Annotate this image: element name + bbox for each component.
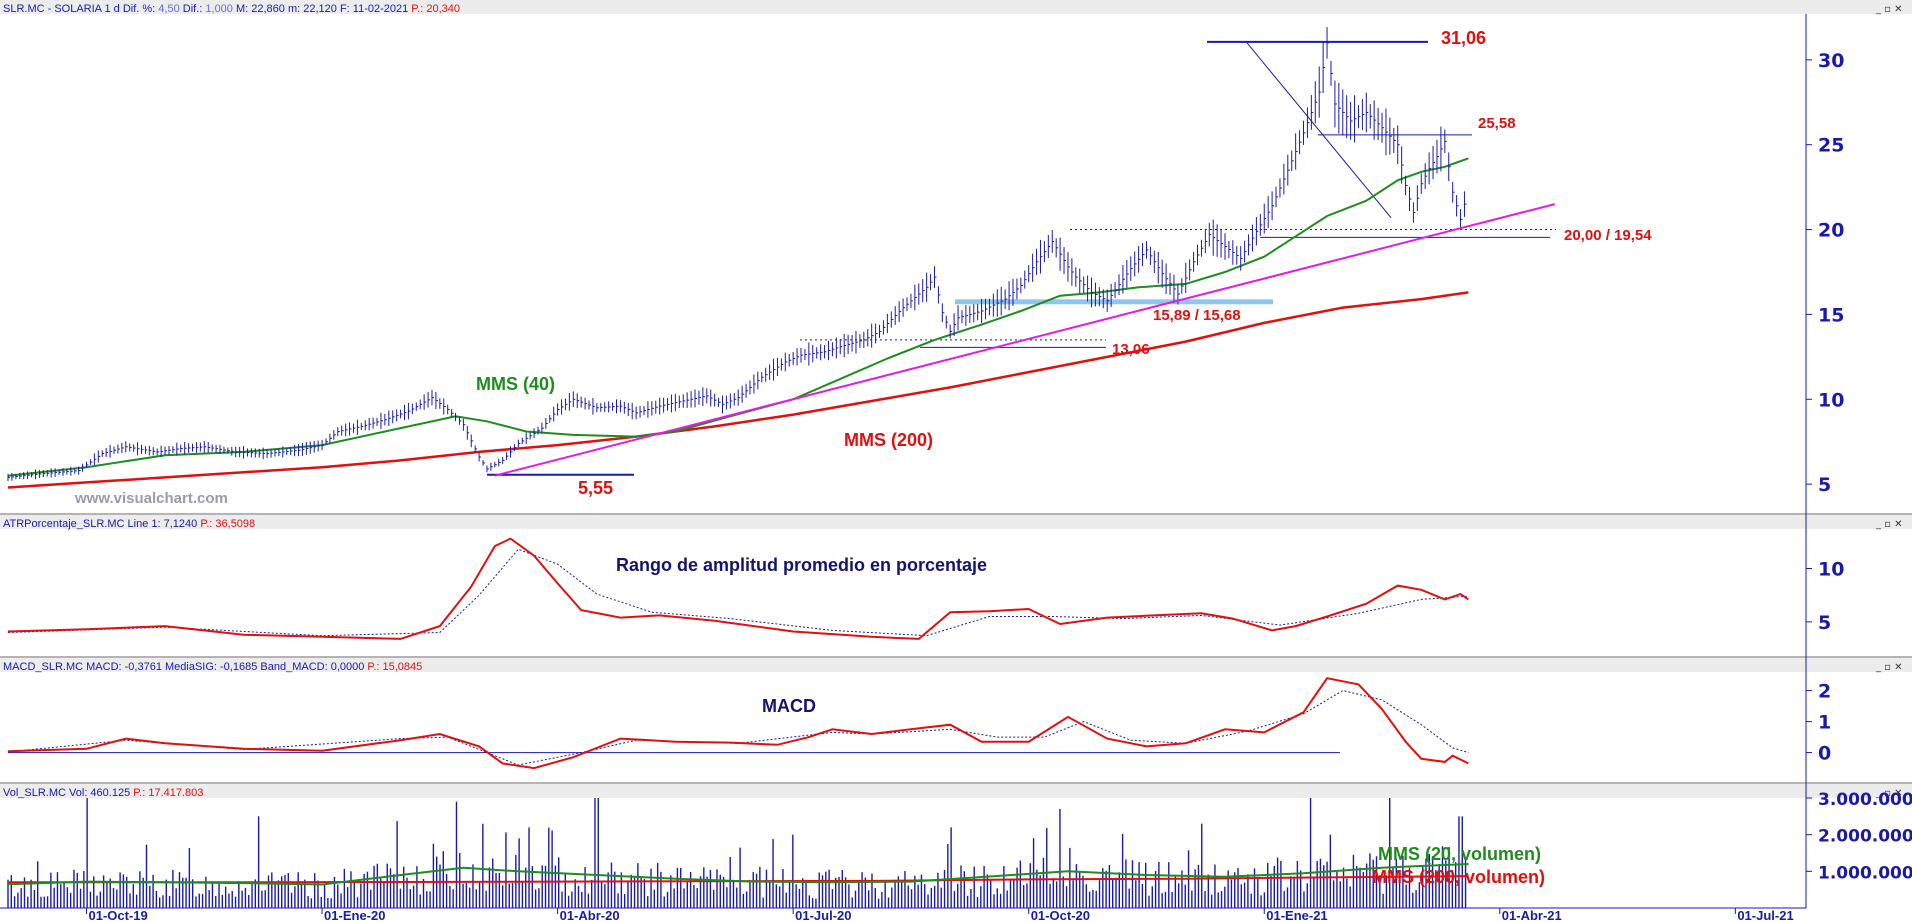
atr-line	[7, 537, 1469, 640]
header-bar	[0, 784, 1912, 798]
vol-mms20-label: MMS (20, volumen)	[1378, 844, 1541, 864]
window-buttons[interactable]: _ ▫ ✕	[1875, 519, 1903, 530]
atr-title: Rango de amplitud promedio en porcentaje	[616, 555, 987, 575]
header-bar	[0, 658, 1912, 672]
header-field: 4,50	[158, 3, 182, 15]
macd-title: MACD	[762, 696, 816, 716]
header-field: 1 d	[104, 3, 122, 15]
header-field: MACD: -0,3761	[86, 661, 165, 673]
level-label: 25,58	[1478, 115, 1516, 132]
y-tick-label: 10	[1818, 389, 1844, 411]
y-tick-label: 30	[1818, 50, 1844, 72]
y-tick-label: 2.000.000	[1818, 827, 1912, 847]
x-tick-label: 01-Ene-21	[1266, 908, 1327, 922]
x-axis-band	[0, 908, 1912, 922]
x-tick-label: 01-Abr-21	[1502, 908, 1562, 922]
x-tick-label: 01-Oct-19	[89, 908, 148, 922]
level-label: 5,55	[578, 478, 613, 498]
watermark: www.visualchart.com	[74, 490, 228, 507]
level-label: 20,00 / 19,54	[1564, 227, 1652, 244]
y-tick-label: 3.000.000	[1818, 790, 1912, 810]
macd-panel-header: MACD_SLR.MC MACD: -0,3761 MediaSIG: -0,1…	[3, 661, 422, 673]
header-field: Dif.:	[183, 3, 206, 15]
level-label: 13,06	[1112, 341, 1150, 358]
atr-signal-line	[7, 548, 1469, 637]
header-field: F: 11-02-2021	[340, 3, 411, 15]
header-bar	[0, 515, 1912, 529]
header-field: P.: 17.417.803	[133, 787, 203, 799]
header-field: P.: 20,340	[411, 3, 460, 15]
panel-name: ATRPorcentaje_SLR.MC	[3, 518, 128, 530]
axes: 5 10 15 20 25 30 5 10 0 1 2 1.000.000 2.000.000 3.000…	[86, 50, 1912, 922]
y-tick-label: 1.000.000	[1818, 863, 1912, 883]
header-field: m: 22,120	[288, 3, 340, 15]
x-tick-label: 01-Abr-20	[560, 908, 620, 922]
header-field: P.: 36,5098	[200, 518, 255, 530]
mms200-label: MMS (200)	[844, 430, 933, 450]
mms200-line	[7, 291, 1469, 489]
level-label: 31,06	[1441, 28, 1486, 48]
header-field: Band_MACD: 0,0000	[260, 661, 367, 673]
volume-panel-header: Vol_SLR.MC Vol: 460.125 P.: 17.417.803	[3, 787, 203, 799]
y-tick-label: 5	[1818, 474, 1831, 496]
macd-line	[7, 677, 1469, 770]
plot-area	[7, 27, 1556, 908]
mms40-label: MMS (40)	[476, 374, 555, 394]
macd-signal-line	[7, 690, 1469, 766]
trendline	[494, 203, 1555, 477]
header-field: 1,000	[205, 3, 236, 15]
y-tick-label: 1	[1818, 712, 1831, 734]
header-field: Vol: 460.125	[69, 787, 133, 799]
resistance-line	[1246, 42, 1392, 218]
vol-mms20-line	[7, 863, 1469, 886]
window-buttons[interactable]: _ ▫ ✕	[1875, 788, 1903, 799]
y-tick-label: 20	[1818, 220, 1844, 242]
support-zone	[955, 299, 1273, 305]
x-tick-label: 01-Jul-20	[795, 908, 851, 922]
y-tick-label: 25	[1818, 135, 1844, 157]
level-label: 15,89 / 15,68	[1153, 307, 1241, 324]
y-tick-label: 5	[1818, 612, 1831, 634]
atr-panel-header: ATRPorcentaje_SLR.MC Line 1: 7,1240 P.: …	[3, 518, 255, 530]
y-tick-label: 2	[1818, 681, 1831, 703]
header-field: Dif. %:	[123, 3, 158, 15]
x-tick-label: 01-Oct-20	[1031, 908, 1090, 922]
panel-name: SLR.MC - SOLARIA	[3, 3, 104, 15]
mms40-line	[7, 157, 1469, 477]
header-field: Line 1: 7,1240	[128, 518, 201, 530]
y-tick-label: 15	[1818, 304, 1844, 326]
panel-name: MACD_SLR.MC	[3, 661, 86, 673]
header-field: MediaSIG: -0,1685	[165, 661, 260, 673]
y-tick-label: 10	[1818, 558, 1844, 580]
header-field: M: 22,860	[236, 3, 288, 15]
window-buttons[interactable]: _ ▫ ✕	[1875, 662, 1903, 673]
header-bar	[0, 0, 1912, 14]
panel-name: Vol_SLR.MC	[3, 787, 69, 799]
vol-mms200-label: MMS (200, volumen)	[1372, 867, 1545, 887]
x-tick-label: 01-Ene-20	[324, 908, 385, 922]
header-field: P.: 15,0845	[367, 661, 422, 673]
y-tick-label: 0	[1818, 743, 1831, 765]
x-tick-label: 01-Jul-21	[1737, 908, 1793, 922]
window-buttons[interactable]: _ ▫ ✕	[1875, 4, 1903, 15]
price-panel-header: SLR.MC - SOLARIA 1 d Dif. %: 4,50 Dif.: …	[3, 3, 460, 15]
